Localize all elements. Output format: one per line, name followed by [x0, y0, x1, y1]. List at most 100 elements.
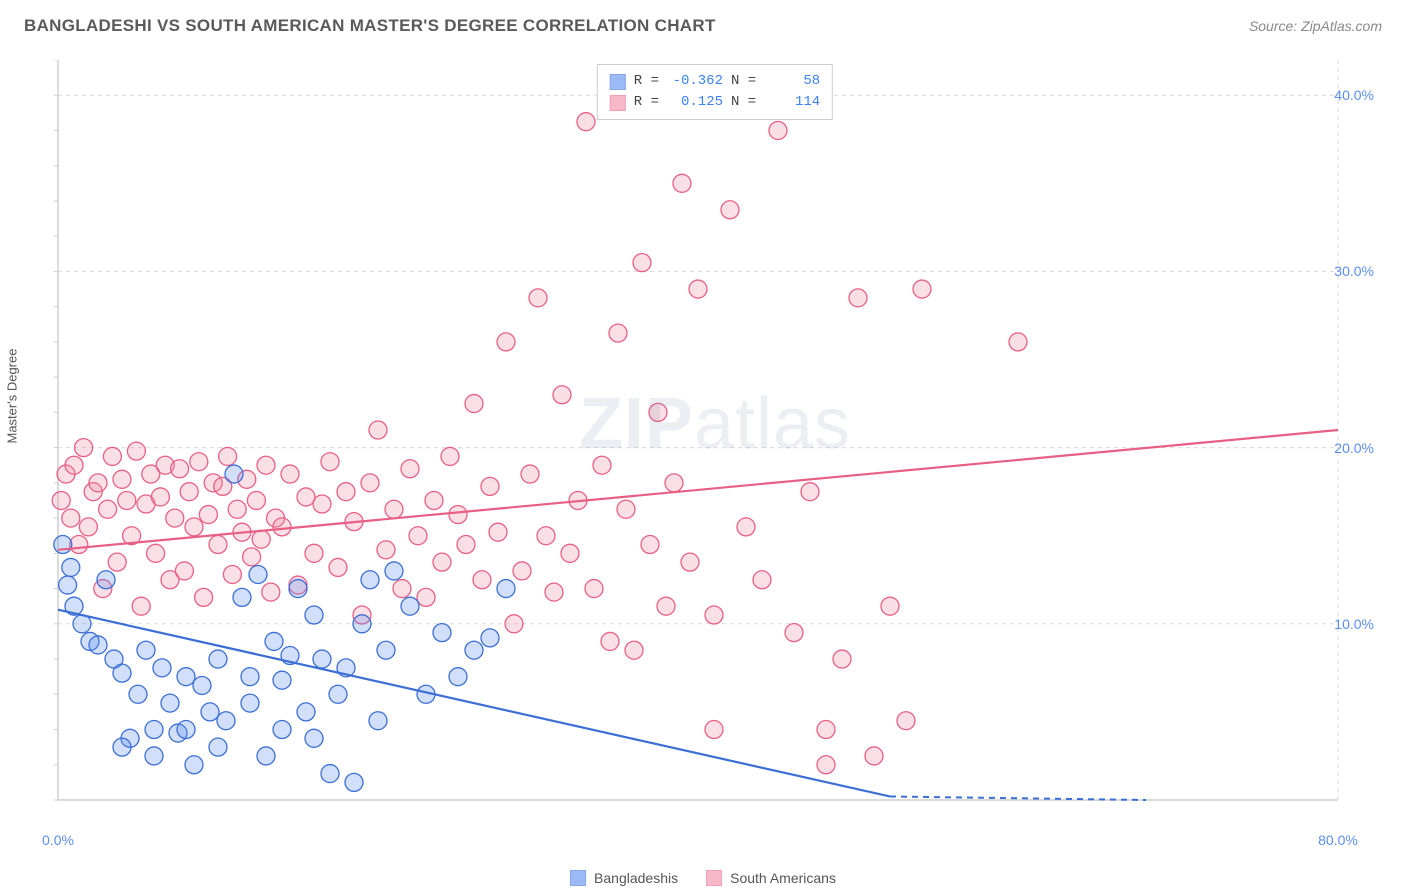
scatter-point	[75, 439, 93, 457]
scatter-point	[441, 447, 459, 465]
scatter-point	[401, 597, 419, 615]
scatter-point	[369, 712, 387, 730]
scatter-point	[305, 606, 323, 624]
x-tick-label: 80.0%	[1318, 832, 1358, 848]
scatter-point	[497, 333, 515, 351]
scatter-point	[433, 624, 451, 642]
scatter-point	[243, 548, 261, 566]
scatter-point	[865, 747, 883, 765]
chart-title: BANGLADESHI VS SOUTH AMERICAN MASTER'S D…	[24, 16, 716, 36]
chart-header: BANGLADESHI VS SOUTH AMERICAN MASTER'S D…	[0, 0, 1406, 44]
scatter-point	[625, 641, 643, 659]
scatter-point	[118, 491, 136, 509]
scatter-point	[297, 703, 315, 721]
scatter-point	[361, 474, 379, 492]
scatter-point	[145, 721, 163, 739]
legend-label-2: South Americans	[730, 870, 836, 886]
scatter-point	[161, 694, 179, 712]
scatter-point	[537, 527, 555, 545]
scatter-point	[241, 668, 259, 686]
scatter-point	[649, 403, 667, 421]
scatter-point	[321, 453, 339, 471]
swatch-series-2	[610, 95, 626, 111]
scatter-point	[433, 553, 451, 571]
scatter-point	[489, 523, 507, 541]
scatter-point	[681, 553, 699, 571]
scatter-point	[153, 659, 171, 677]
scatter-point	[209, 650, 227, 668]
legend-label-1: Bangladeshis	[594, 870, 678, 886]
n-value-1: 58	[764, 71, 820, 92]
scatter-point	[108, 553, 126, 571]
scatter-point	[113, 470, 131, 488]
scatter-point	[137, 641, 155, 659]
scatter-point	[337, 483, 355, 501]
scatter-point	[54, 536, 72, 554]
scatter-point	[313, 650, 331, 668]
scatter-point	[97, 571, 115, 589]
x-tick-label: 0.0%	[42, 832, 74, 848]
n-value-2: 114	[764, 92, 820, 113]
y-tick-label: 40.0%	[1334, 87, 1374, 103]
scatter-point	[449, 506, 467, 524]
scatter-point	[209, 536, 227, 554]
legend-swatch-1	[570, 870, 586, 886]
scatter-point	[257, 456, 275, 474]
scatter-point	[561, 544, 579, 562]
scatter-point	[305, 544, 323, 562]
scatter-point	[593, 456, 611, 474]
scatter-point	[166, 509, 184, 527]
scatter-point	[817, 756, 835, 774]
scatter-point	[753, 571, 771, 589]
scatter-point	[145, 747, 163, 765]
scatter-point	[62, 558, 80, 576]
scatter-point	[89, 636, 107, 654]
scatter-point	[273, 518, 291, 536]
scatter-point	[175, 562, 193, 580]
scatter-point	[249, 565, 267, 583]
scatter-point	[223, 565, 241, 583]
scatter-point	[265, 632, 283, 650]
trend-line	[58, 610, 890, 797]
y-axis-label: Master's Degree	[5, 349, 20, 444]
scatter-point	[897, 712, 915, 730]
scatter-point	[385, 562, 403, 580]
scatter-point	[641, 536, 659, 554]
scatter-point	[217, 712, 235, 730]
scatter-point	[273, 721, 291, 739]
scatter-point	[252, 530, 270, 548]
scatter-point	[505, 615, 523, 633]
scatter-point	[247, 491, 265, 509]
scatter-point	[665, 474, 683, 492]
scatter-point	[177, 668, 195, 686]
scatter-point	[321, 765, 339, 783]
scatter-point	[257, 747, 275, 765]
scatter-point	[281, 465, 299, 483]
scatter-point	[361, 571, 379, 589]
scatter-point	[465, 395, 483, 413]
scatter-point	[657, 597, 675, 615]
scatter-point	[273, 671, 291, 689]
scatter-point	[65, 456, 83, 474]
scatter-point	[171, 460, 189, 478]
scatter-point	[113, 738, 131, 756]
legend-swatch-2	[706, 870, 722, 886]
scatter-point	[180, 483, 198, 501]
scatter-point	[151, 488, 169, 506]
scatter-point	[617, 500, 635, 518]
scatter-point	[185, 756, 203, 774]
scatter-point	[769, 121, 787, 139]
scatter-point	[425, 491, 443, 509]
scatter-point	[465, 641, 483, 659]
scatter-point	[705, 606, 723, 624]
chart-source: Source: ZipAtlas.com	[1249, 18, 1382, 34]
scatter-point	[1009, 333, 1027, 351]
scatter-chart	[48, 60, 1368, 820]
scatter-point	[233, 588, 251, 606]
scatter-point	[913, 280, 931, 298]
scatter-point	[297, 488, 315, 506]
scatter-point	[193, 676, 211, 694]
scatter-point	[497, 580, 515, 598]
bottom-legend: Bangladeshis South Americans	[570, 870, 836, 886]
stats-legend: R = -0.362 N = 58 R = 0.125 N = 114	[597, 64, 833, 120]
